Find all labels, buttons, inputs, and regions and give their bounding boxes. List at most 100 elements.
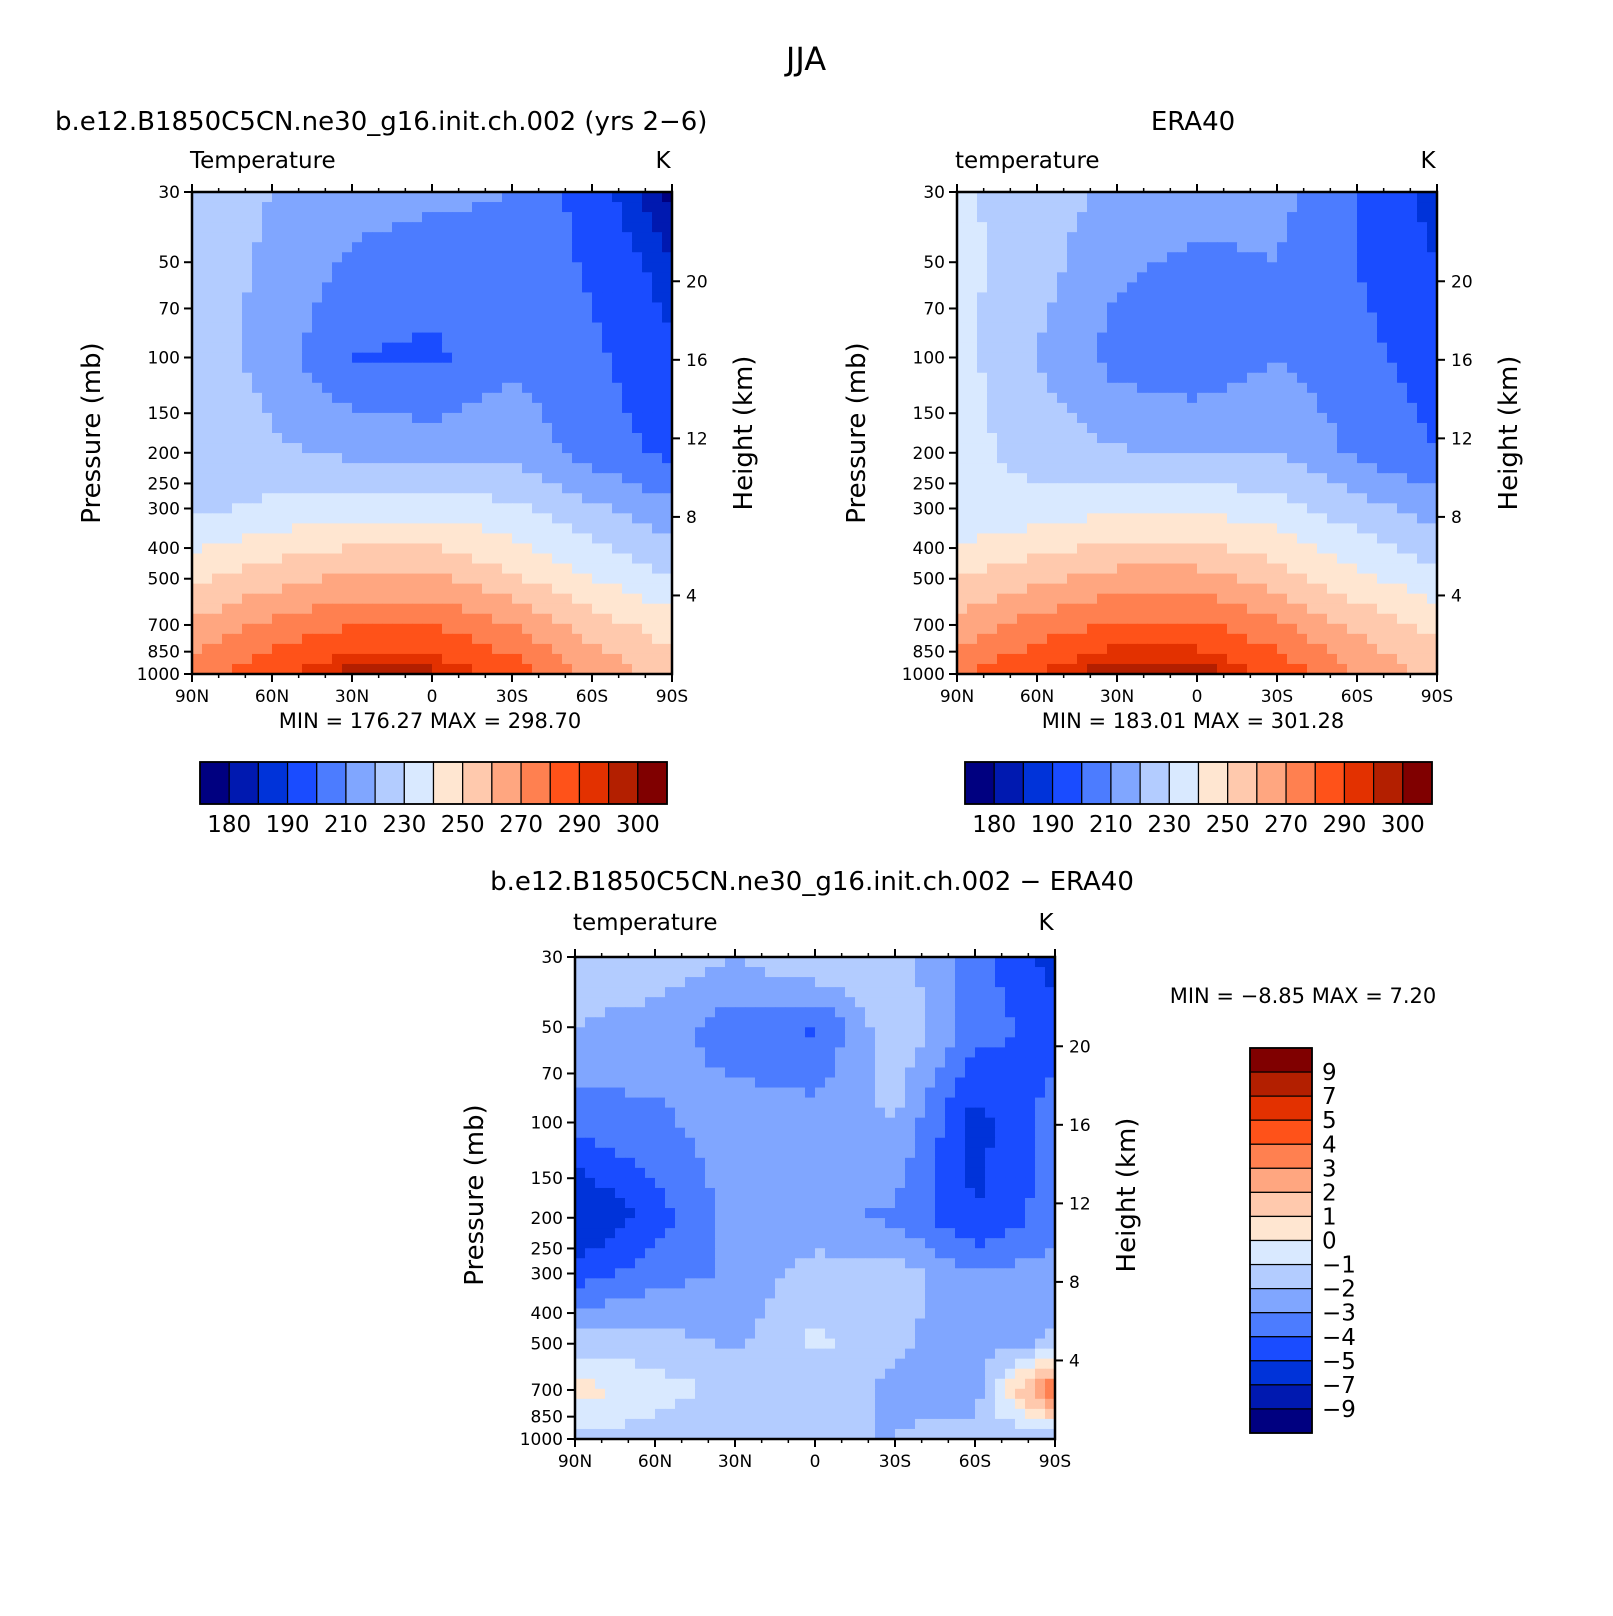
contour-cell bbox=[632, 192, 643, 203]
contour-cell bbox=[372, 202, 383, 213]
contour-cell bbox=[957, 563, 968, 575]
contour-cell bbox=[432, 322, 443, 334]
contour-cell bbox=[1027, 503, 1038, 514]
contour-cell bbox=[1277, 563, 1288, 575]
contour-cell bbox=[1407, 623, 1418, 635]
contour-cell bbox=[532, 252, 543, 263]
contour-cell bbox=[1347, 302, 1358, 314]
contour-cell bbox=[1057, 202, 1068, 213]
contour-cell bbox=[1417, 312, 1428, 324]
contour-cell bbox=[1307, 272, 1318, 283]
y-tick-label: 850 bbox=[913, 643, 945, 663]
contour-cell bbox=[332, 302, 343, 314]
contour-cell bbox=[482, 302, 493, 314]
contour-cell bbox=[642, 573, 653, 585]
contour-cell bbox=[1307, 352, 1318, 364]
contour-cell bbox=[1407, 483, 1418, 494]
contour-cell bbox=[362, 412, 373, 424]
contour-cell bbox=[312, 212, 323, 223]
contour-cell bbox=[1277, 483, 1288, 494]
contour-cell bbox=[282, 282, 293, 294]
contour-cell bbox=[795, 977, 806, 988]
contour-cell bbox=[1367, 453, 1378, 464]
contour-cell bbox=[392, 222, 403, 233]
contour-cell bbox=[1047, 342, 1058, 354]
contour-cell bbox=[1027, 483, 1038, 494]
contour-cell bbox=[532, 463, 543, 474]
contour-cell bbox=[1407, 633, 1418, 645]
contour-cell bbox=[482, 242, 493, 253]
contour-cell bbox=[987, 603, 998, 615]
contour-cell bbox=[1187, 453, 1198, 464]
contour-cell bbox=[1137, 573, 1148, 585]
contour-cell bbox=[1067, 382, 1078, 394]
contour-cell bbox=[462, 412, 473, 424]
contour-cell bbox=[652, 412, 663, 424]
contour-cell bbox=[1057, 453, 1068, 464]
contour-cell bbox=[1257, 453, 1268, 464]
contour-cell bbox=[222, 633, 233, 645]
contour-cell bbox=[392, 543, 403, 555]
contour-cell bbox=[572, 332, 583, 344]
contour-cell bbox=[382, 503, 393, 514]
contour-cell bbox=[202, 192, 213, 203]
contour-cell bbox=[422, 272, 433, 283]
contour-cell bbox=[272, 202, 283, 213]
contour-cell bbox=[222, 332, 233, 344]
contour-cell bbox=[1277, 412, 1288, 424]
contour-cell bbox=[1337, 212, 1348, 223]
contour-cell bbox=[432, 262, 443, 273]
contour-cell bbox=[642, 563, 653, 575]
contour-cell bbox=[472, 623, 483, 635]
contour-cell bbox=[602, 212, 613, 223]
contour-cell bbox=[352, 543, 363, 555]
contour-cell bbox=[1197, 583, 1208, 595]
colorbar-label: 290 bbox=[557, 812, 601, 838]
contour-cell bbox=[1357, 322, 1368, 334]
contour-cell bbox=[1027, 623, 1038, 635]
contour-cell bbox=[322, 453, 333, 464]
contour-cell bbox=[332, 463, 343, 474]
contour-cell bbox=[1007, 643, 1018, 655]
colorbar-box bbox=[520, 761, 551, 805]
contour-cell bbox=[1327, 503, 1338, 514]
contour-cell bbox=[522, 433, 533, 444]
contour-cell bbox=[1137, 422, 1148, 434]
contour-cell bbox=[987, 222, 998, 233]
contour-cell bbox=[1167, 623, 1178, 635]
contour-cell bbox=[662, 653, 673, 665]
contour-cell bbox=[292, 433, 303, 444]
contour-cell bbox=[632, 473, 643, 484]
contour-cell bbox=[1417, 252, 1428, 263]
contour-cell bbox=[302, 382, 313, 394]
contour-cell bbox=[422, 633, 433, 645]
contour-cell bbox=[1227, 453, 1238, 464]
contour-cell bbox=[1137, 192, 1148, 203]
contour-cell bbox=[462, 583, 473, 595]
contour-cell bbox=[232, 593, 243, 605]
y2-axis-title: Height (km) bbox=[1494, 356, 1524, 511]
contour-cell bbox=[957, 553, 968, 565]
contour-cell bbox=[362, 272, 373, 283]
y-tick-label: 700 bbox=[148, 616, 180, 636]
contour-cell bbox=[362, 192, 373, 203]
contour-cell bbox=[582, 603, 593, 615]
contour-cell bbox=[1077, 543, 1088, 555]
contour-cell bbox=[1117, 232, 1128, 243]
contour-cell bbox=[302, 433, 313, 444]
contour-cell bbox=[512, 573, 523, 585]
contour-cell bbox=[997, 272, 1008, 283]
contour-cell bbox=[1297, 473, 1308, 484]
contour-cell bbox=[612, 513, 623, 524]
contour-cell bbox=[642, 202, 653, 213]
contour-cell bbox=[282, 523, 293, 535]
contour-cell bbox=[322, 362, 333, 374]
contour-cell bbox=[1347, 412, 1358, 424]
contour-cell bbox=[1077, 493, 1088, 504]
contour-cell bbox=[1317, 292, 1328, 304]
x-tick-label: 60S bbox=[1341, 687, 1373, 707]
contour-cell bbox=[322, 503, 333, 514]
contour-cell bbox=[312, 292, 323, 304]
contour-cell bbox=[987, 252, 998, 263]
contour-cell bbox=[272, 242, 283, 253]
